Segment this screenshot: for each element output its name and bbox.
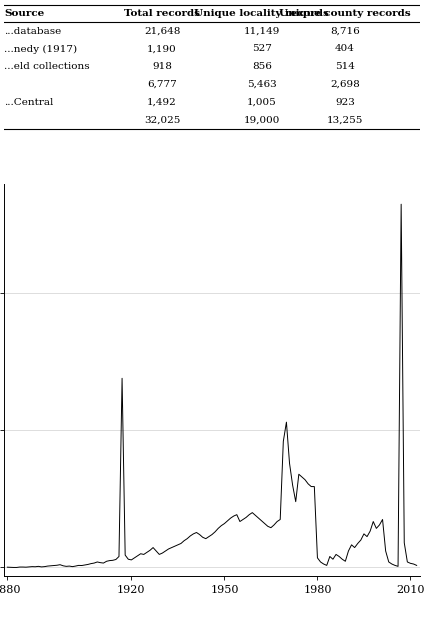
Text: 1,190: 1,190	[147, 45, 177, 53]
Text: 918: 918	[152, 63, 172, 71]
Text: 2,698: 2,698	[330, 80, 360, 89]
Text: ...database: ...database	[4, 27, 61, 36]
Text: ...eld collections: ...eld collections	[4, 63, 90, 71]
Text: Unique county records: Unique county records	[279, 9, 411, 18]
Text: 404: 404	[335, 45, 355, 53]
Text: 1,005: 1,005	[247, 98, 277, 106]
Text: ...nedy (1917): ...nedy (1917)	[4, 45, 77, 53]
Text: 527: 527	[252, 45, 272, 53]
Text: Total records: Total records	[124, 9, 200, 18]
Text: Source: Source	[4, 9, 45, 18]
Text: Unique locality records: Unique locality records	[195, 9, 329, 18]
Text: 21,648: 21,648	[144, 27, 180, 36]
Text: 8,716: 8,716	[330, 27, 360, 36]
Text: 856: 856	[252, 63, 272, 71]
Text: 13,255: 13,255	[327, 116, 363, 124]
Text: 923: 923	[335, 98, 355, 106]
Text: 32,025: 32,025	[144, 116, 180, 124]
Text: 5,463: 5,463	[247, 80, 277, 89]
Text: 11,149: 11,149	[244, 27, 280, 36]
Text: 514: 514	[335, 63, 355, 71]
Text: ...Central: ...Central	[4, 98, 53, 106]
Text: 6,777: 6,777	[147, 80, 177, 89]
Text: 1,492: 1,492	[147, 98, 177, 106]
Text: 19,000: 19,000	[244, 116, 280, 124]
